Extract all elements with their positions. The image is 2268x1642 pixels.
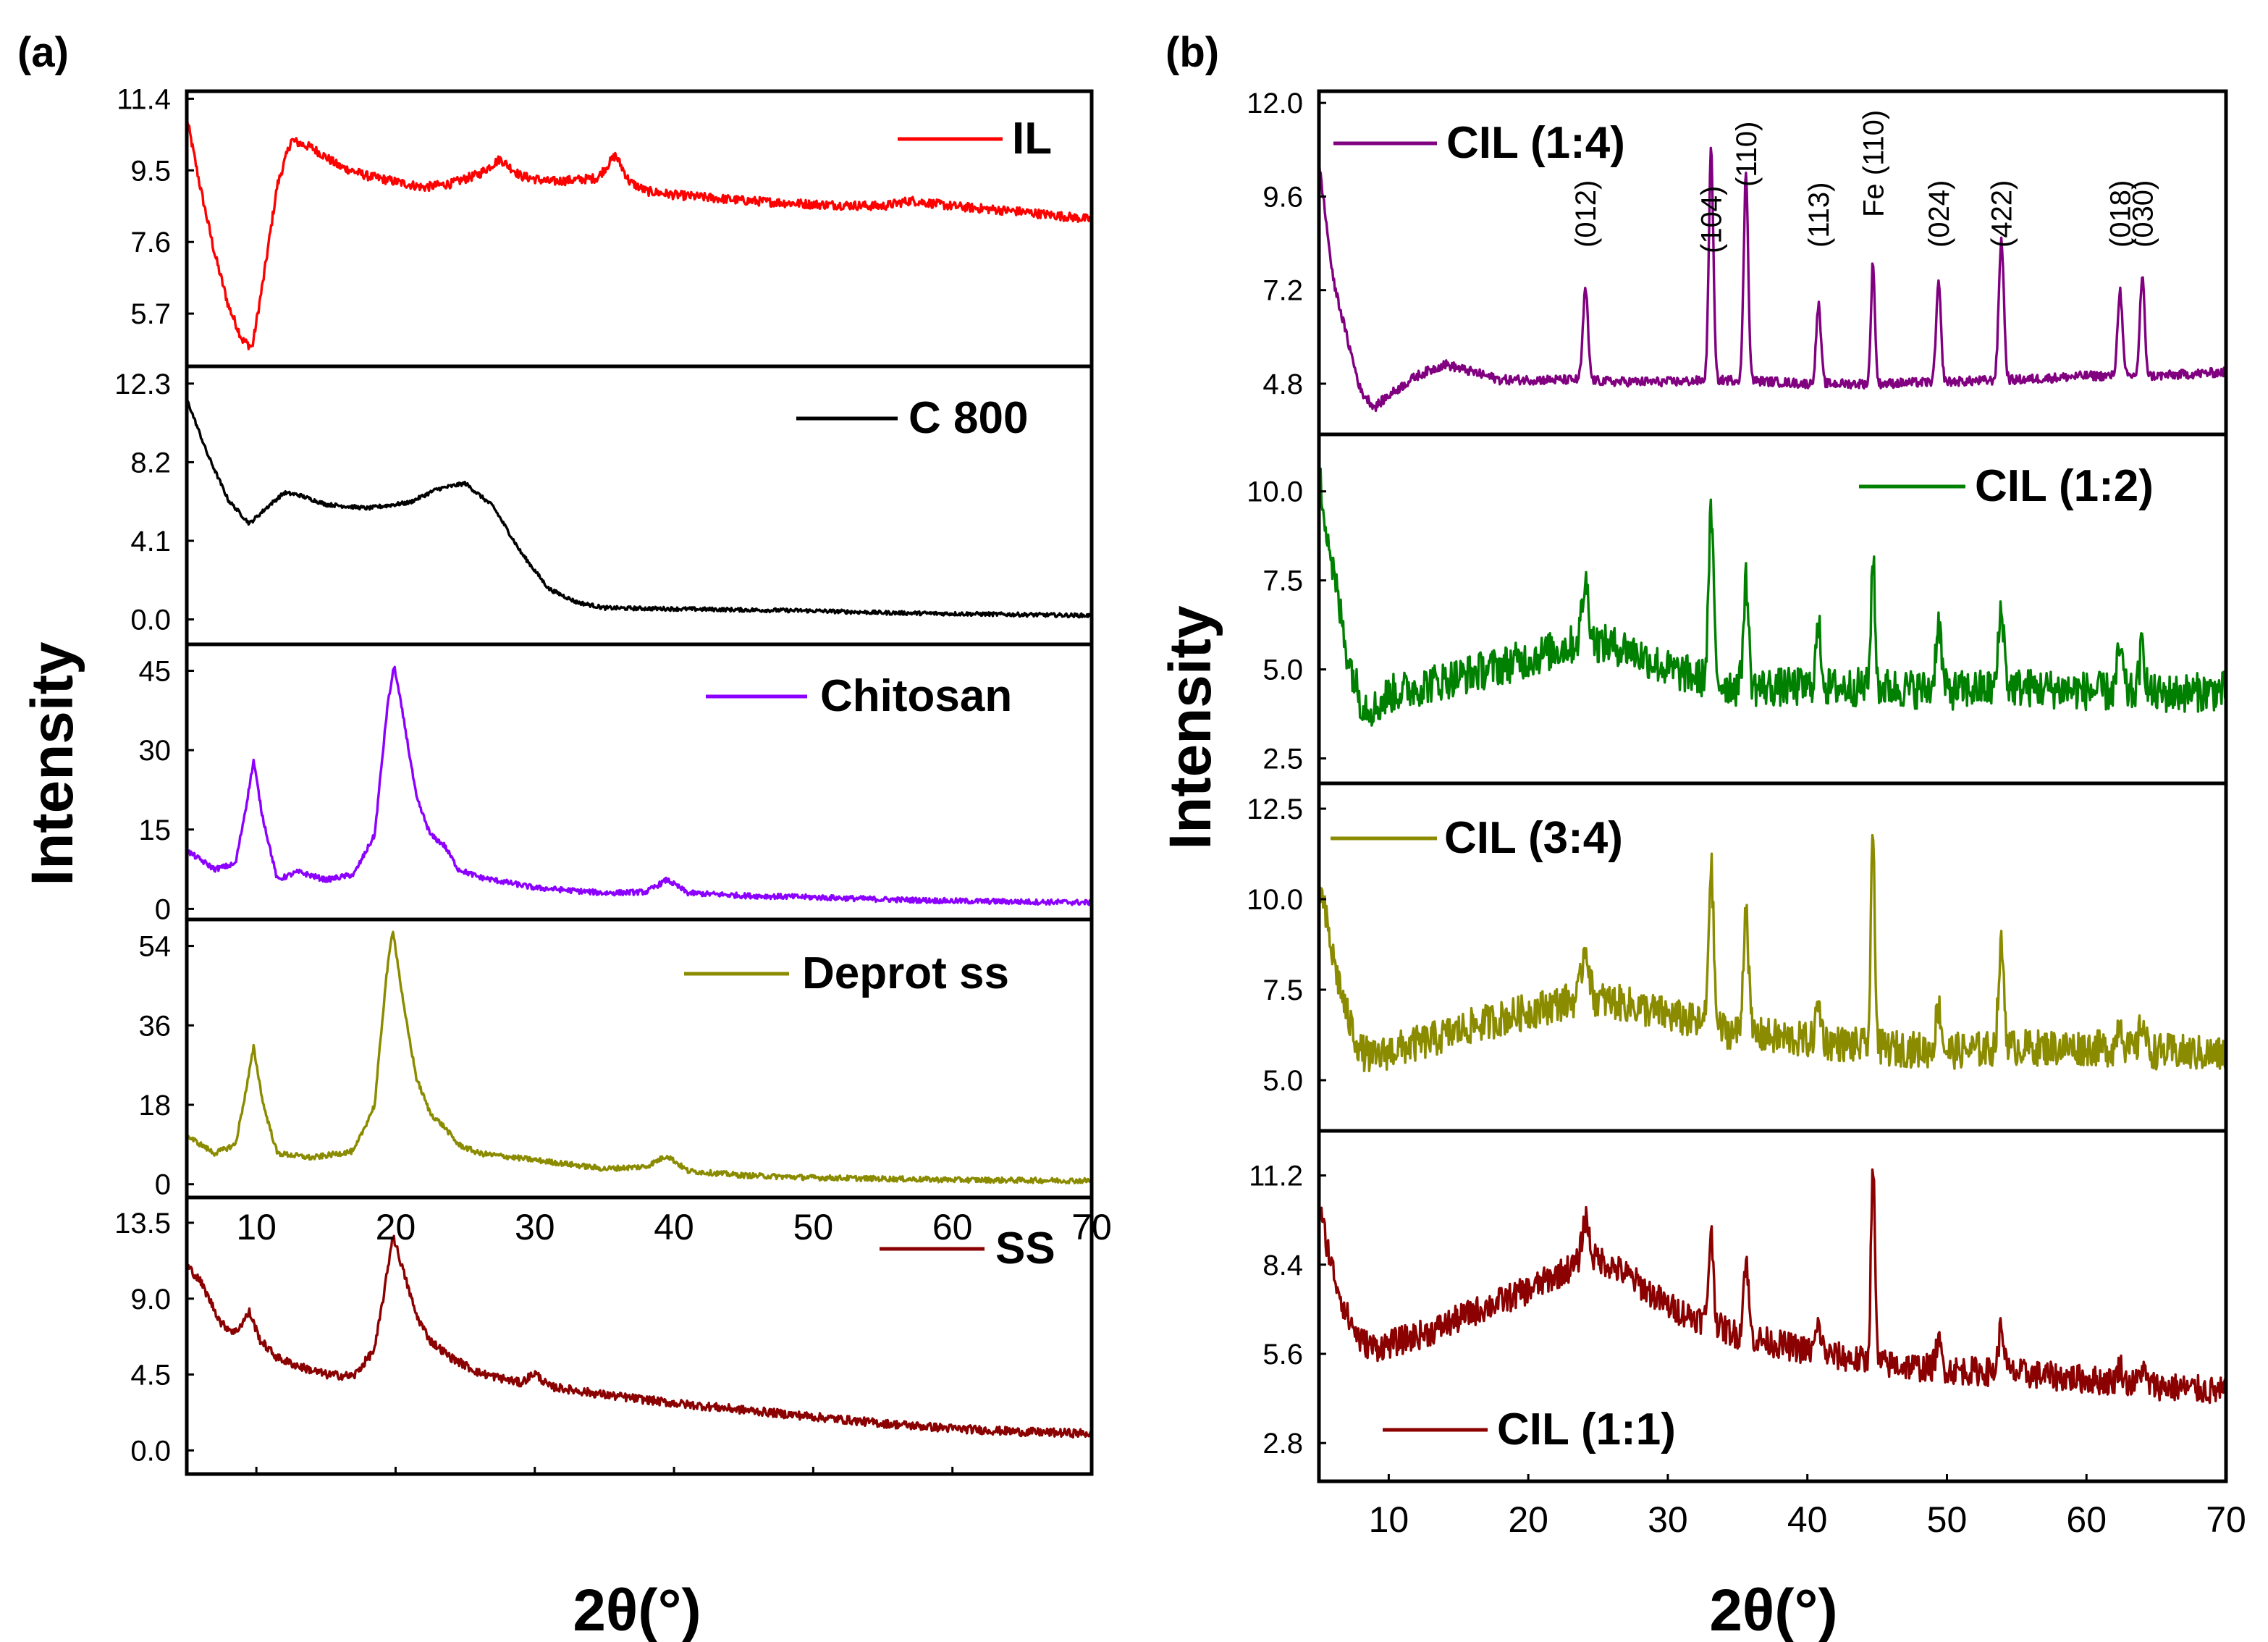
series-line-il <box>185 116 1092 350</box>
legend-label-cil-3-4: CIL (3:4) <box>1444 813 1623 863</box>
y-tick-label: 5.6 <box>1262 1339 1303 1371</box>
peak-label-104: (104) <box>1696 186 1728 253</box>
panel-a-label: (a) <box>17 29 69 76</box>
peak-label-030: (030) <box>2127 180 2159 248</box>
y-tick-label: 5.0 <box>1262 1065 1303 1097</box>
y-tick-label: 5.7 <box>130 298 171 330</box>
y-tick-label: 12.0 <box>1247 88 1303 119</box>
y-tick-label: 45 <box>139 656 172 688</box>
chart-b: 12.0 9.6 7.2 4.8 CIL (1:4) 10.0 7.5 5.0 2.5 CIL (… <box>1247 88 2246 1540</box>
series-line-chitosan <box>185 665 1093 906</box>
y-tick-label: 30 <box>139 735 172 767</box>
legend-label-il: IL <box>1012 114 1052 164</box>
y-tick-label: 2.5 <box>1262 744 1303 775</box>
series-line-c-800 <box>185 397 1092 619</box>
x-tick-label: 10 <box>236 1207 277 1247</box>
y-tick-label: 11.4 <box>117 83 171 115</box>
peak-label-018: (018) <box>2104 180 2136 248</box>
y-tick-label: 5.0 <box>1262 654 1303 686</box>
x-tick-label: 60 <box>2066 1499 2107 1540</box>
y-tick-label: 8.4 <box>1262 1250 1303 1281</box>
peak-label-113: (113) <box>1803 182 1835 248</box>
peak-label-024: (024) <box>1923 180 1955 248</box>
peak-label-fe-110: Fe (110) <box>1858 110 1889 217</box>
chart-layer: 11.4 9.5 7.6 5.7 IL 12.3 8.2 4.1 0.0 C 800 45 30 15 0… <box>114 83 2246 1540</box>
panel-a-xlabel: 2θ(°) <box>573 1578 701 1642</box>
series-line-cil-1-2 <box>1318 463 2227 727</box>
y-tick-label: 12.3 <box>114 369 171 400</box>
subplot-cil-1-1: 11.2 8.4 5.6 2.8 CIL (1:1) <box>1249 1129 2228 1483</box>
subplot-c-800: 12.3 8.2 4.1 0.0 C 800 <box>114 364 1094 647</box>
y-tick-label: 4.1 <box>130 526 171 557</box>
panel-b-label: (b) <box>1165 29 1219 76</box>
x-tick-label: 10 <box>1369 1499 1409 1540</box>
y-tick-label: 9.5 <box>130 155 171 187</box>
panel-a-ylabel: Intensity <box>20 641 85 886</box>
subplot-frame <box>1317 1129 2228 1483</box>
chart-a: 11.4 9.5 7.6 5.7 IL 12.3 8.2 4.1 0.0 C 800 45 30 15 0… <box>114 83 1112 1476</box>
legend-label-cil-1-1: CIL (1:1) <box>1497 1405 1676 1454</box>
y-tick-label: 12.5 <box>1247 793 1303 825</box>
subplot-frame <box>185 1195 1094 1476</box>
y-tick-label: 18 <box>139 1090 172 1121</box>
subplot-chitosan: 45 30 15 0 Chitosan <box>139 642 1094 925</box>
x-tick-label: 60 <box>932 1207 973 1247</box>
legend-label-cil-1-2: CIL (1:2) <box>1975 461 2154 511</box>
y-tick-label: 0 <box>155 1169 171 1201</box>
x-tick-label: 30 <box>515 1207 555 1247</box>
y-tick-label: 0.0 <box>130 605 171 636</box>
y-tick-label: 13.5 <box>114 1208 171 1239</box>
legend-label-ss: SS <box>995 1224 1055 1273</box>
legend-label-chitosan: Chitosan <box>820 671 1012 721</box>
x-tick-label: 40 <box>1787 1499 1828 1540</box>
x-tick-label: 40 <box>654 1207 694 1247</box>
y-tick-label: 0 <box>155 893 171 925</box>
y-tick-label: 10.0 <box>1247 476 1303 508</box>
subplot-cil-3-4: 12.5 10.0 7.5 5.0 CIL (3:4) <box>1247 781 2228 1133</box>
subplot-ss: 13.5 9.0 4.5 0.0 SS <box>114 1195 1094 1476</box>
y-tick-label: 9.6 <box>1262 181 1303 213</box>
y-tick-label: 4.5 <box>130 1360 171 1392</box>
x-tick-label: 50 <box>1927 1499 1968 1540</box>
y-tick-label: 0.0 <box>130 1435 171 1467</box>
panel-b-xlabel: 2θ(°) <box>1709 1578 1837 1642</box>
panel-b-ylabel: Intensity <box>1158 605 1223 850</box>
y-tick-label: 7.6 <box>130 227 171 258</box>
series-line-cil-1-4 <box>1318 146 2227 413</box>
y-tick-label: 2.8 <box>1262 1428 1303 1460</box>
x-tick-label: 50 <box>793 1207 834 1247</box>
y-tick-label: 8.2 <box>130 447 171 479</box>
x-tick-label: 30 <box>1648 1499 1688 1540</box>
peak-label-012: (012) <box>1570 180 1602 248</box>
y-tick-label: 15 <box>139 814 172 846</box>
legend-label-deprot-ss: Deprot ss <box>802 948 1009 998</box>
x-tick-label: 70 <box>2206 1499 2246 1540</box>
y-tick-label: 10.0 <box>1247 884 1303 916</box>
x-tick-label: 20 <box>376 1207 416 1247</box>
y-tick-label: 7.5 <box>1262 565 1303 597</box>
y-tick-label: 54 <box>139 931 172 963</box>
x-tick-label: 70 <box>1071 1207 1112 1247</box>
series-line-cil-3-4 <box>1318 833 2227 1073</box>
x-tick-label: 20 <box>1508 1499 1548 1540</box>
y-tick-label: 4.8 <box>1262 369 1303 400</box>
series-line-ss <box>185 1234 1093 1439</box>
y-tick-label: 9.0 <box>130 1284 171 1315</box>
peak-label-422: (422) <box>1986 180 2018 248</box>
subplot-deprot-ss: 54 36 18 0 Deprot ss <box>139 917 1094 1201</box>
y-tick-label: 11.2 <box>1249 1161 1303 1192</box>
y-tick-label: 7.2 <box>1262 275 1303 307</box>
y-tick-label: 36 <box>139 1010 172 1042</box>
series-line-cil-1-1 <box>1318 1168 2227 1405</box>
legend-label-cil-1-4: CIL (1:4) <box>1446 118 1625 168</box>
series-line-deprot-ss <box>185 930 1093 1185</box>
legend-label-c-800: C 800 <box>909 393 1028 443</box>
y-tick-label: 7.5 <box>1262 974 1303 1006</box>
peak-label-110: (110) <box>1731 122 1763 187</box>
